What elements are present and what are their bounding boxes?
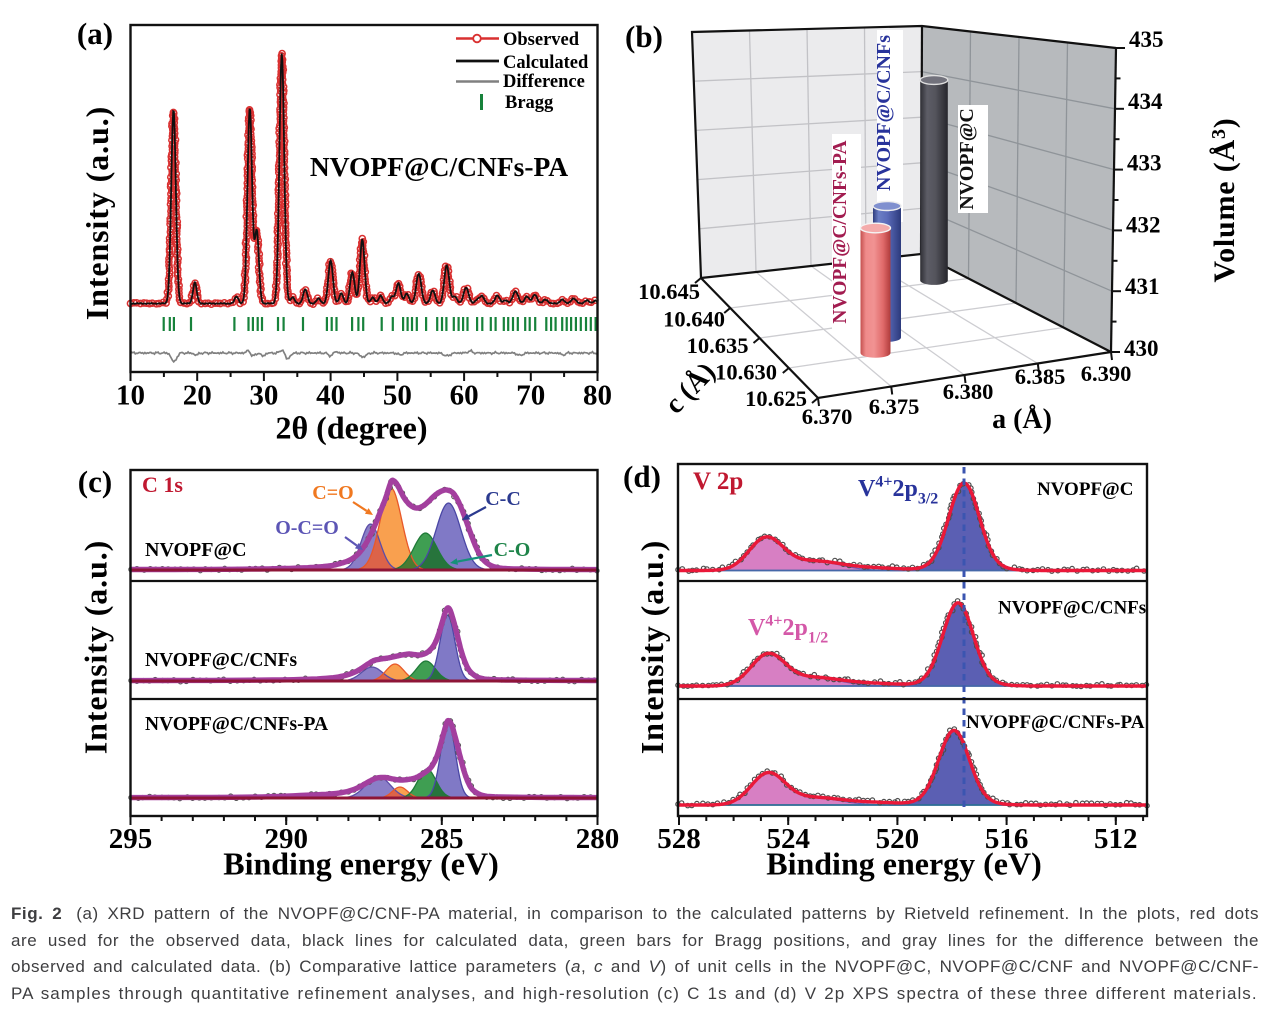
svg-text:80: 80 [583,380,612,412]
svg-text:V 2p: V 2p [693,468,743,495]
svg-text:10.630: 10.630 [715,360,777,385]
svg-text:433: 433 [1127,151,1162,176]
svg-text:70: 70 [516,380,545,412]
svg-text:Binding energy (eV): Binding energy (eV) [223,846,499,882]
svg-text:(c): (c) [78,464,112,499]
svg-text:Bragg: Bragg [505,93,554,113]
svg-text:NVOPF@C/CNFs-PA: NVOPF@C/CNFs-PA [145,714,328,735]
svg-text:280: 280 [576,823,620,855]
svg-text:NVOPF@C/CNFs-PA: NVOPF@C/CNFs-PA [830,140,851,323]
svg-text:10.625: 10.625 [745,386,807,411]
svg-text:(a): (a) [77,16,113,51]
svg-text:Calculated: Calculated [503,53,589,73]
svg-text:NVOPF@C/CNFs-PA: NVOPF@C/CNFs-PA [966,712,1145,733]
svg-text:(d): (d) [623,459,661,494]
svg-text:C=O: C=O [312,482,353,504]
svg-text:V4+2p3/2: V4+2p3/2 [858,474,938,508]
svg-text:40: 40 [316,380,345,412]
svg-text:20: 20 [183,380,212,412]
svg-text:50: 50 [383,380,412,412]
svg-text:516: 516 [985,823,1029,855]
svg-text:Volume (Å3): Volume (Å3) [1208,117,1241,282]
svg-text:a (Å): a (Å) [992,404,1052,435]
svg-text:431: 431 [1125,274,1160,299]
svg-text:C-C: C-C [485,488,521,510]
svg-text:10.645: 10.645 [638,279,700,304]
svg-text:512: 512 [1094,823,1138,855]
svg-text:Binding energy (eV): Binding energy (eV) [766,846,1042,882]
svg-text:C 1s: C 1s [142,472,183,497]
svg-text:30: 30 [249,380,278,412]
svg-text:c (Å): c (Å) [659,357,722,420]
svg-text:6.380: 6.380 [943,379,994,404]
svg-text:Difference: Difference [503,72,585,92]
svg-text:Intensity (a.u.): Intensity (a.u.) [634,540,670,754]
svg-text:(b): (b) [625,19,663,54]
svg-text:434: 434 [1128,89,1163,114]
svg-text:6.375: 6.375 [869,394,920,419]
svg-text:O-C=O: O-C=O [275,517,339,539]
svg-text:528: 528 [657,823,701,855]
svg-text:Observed: Observed [503,30,580,50]
svg-text:NVOPF@C/CNFs: NVOPF@C/CNFs [145,650,297,671]
svg-text:290: 290 [264,823,308,855]
svg-text:NVOPF@C/CNFs-PA: NVOPF@C/CNFs-PA [310,151,568,182]
svg-text:520: 520 [876,823,920,855]
svg-text:10.640: 10.640 [663,307,725,332]
svg-text:285: 285 [420,823,464,855]
svg-text:295: 295 [109,823,153,855]
svg-text:432: 432 [1126,212,1161,237]
svg-text:10.635: 10.635 [687,333,749,358]
svg-text:430: 430 [1124,336,1159,361]
svg-text:C-O: C-O [494,539,531,561]
svg-text:435: 435 [1129,27,1164,52]
svg-text:NVOPF@C: NVOPF@C [956,108,978,210]
svg-text:10: 10 [116,380,145,412]
svg-text:524: 524 [766,823,810,855]
svg-text:Intensity (a.u.): Intensity (a.u.) [78,540,114,754]
svg-text:6.390: 6.390 [1081,361,1132,386]
svg-text:NVOPF@C: NVOPF@C [145,539,247,561]
svg-text:NVOPF@C: NVOPF@C [1037,479,1133,500]
svg-text:60: 60 [450,380,479,412]
svg-text:2θ (degree): 2θ (degree) [275,410,427,446]
svg-text:NVOPF@C/CNFs: NVOPF@C/CNFs [873,35,895,191]
svg-text:NVOPF@C/CNFs: NVOPF@C/CNFs [998,598,1146,619]
svg-text:V4+2p1/2: V4+2p1/2 [748,613,828,647]
svg-text:6.370: 6.370 [802,404,853,429]
svg-text:6.385: 6.385 [1015,364,1066,389]
svg-text:Intensity (a.u.): Intensity (a.u.) [79,106,115,320]
